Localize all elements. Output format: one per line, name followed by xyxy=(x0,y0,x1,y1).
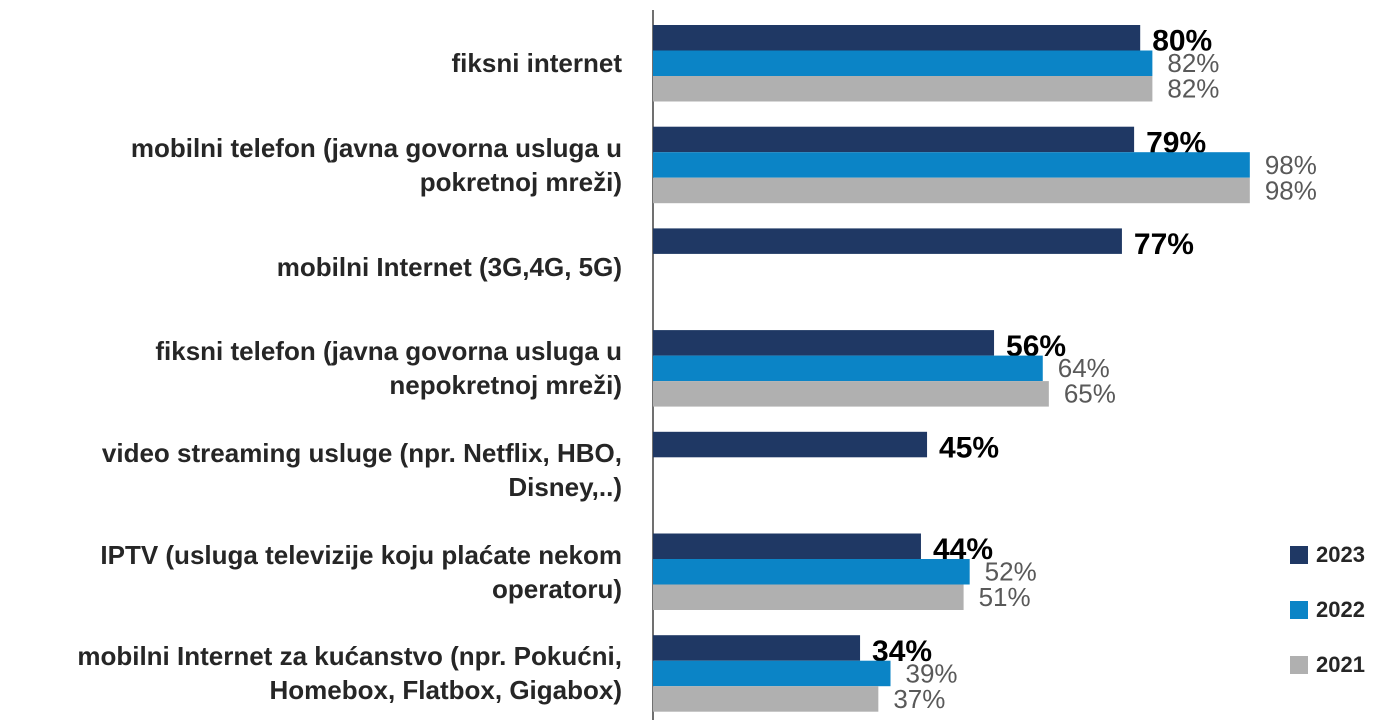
bar xyxy=(653,355,1043,382)
legend-label: 2022 xyxy=(1316,597,1365,622)
category-label: fiksni internet xyxy=(0,25,622,102)
bar xyxy=(653,50,1153,76)
data-label: 52% xyxy=(985,557,1037,587)
data-label: 39% xyxy=(906,658,958,688)
data-label: 98% xyxy=(1265,175,1317,205)
category-text: fiksni internet xyxy=(451,48,622,79)
category-text: mobilni Internet (3G,4G, 5G) xyxy=(276,251,622,282)
legend-label: 2023 xyxy=(1316,542,1365,567)
bar xyxy=(653,635,861,661)
category-text: IPTV (usluga televizije koju plaćate nek… xyxy=(100,539,622,604)
legend-swatch xyxy=(1290,546,1308,564)
category-text: mobilni telefon (javna govorna usluga u … xyxy=(130,132,622,197)
category-label: mobilni Internet za kućanstvo (npr. Poku… xyxy=(0,635,622,712)
bar xyxy=(653,76,1153,102)
bar xyxy=(653,126,1135,153)
data-label: 65% xyxy=(1064,379,1116,409)
data-label: 64% xyxy=(1058,353,1110,383)
category-label: mobilni telefon (javna govorna usluga u … xyxy=(0,127,622,204)
bar xyxy=(653,431,928,458)
category-label: IPTV (usluga televizije koju plaćate nek… xyxy=(0,534,622,611)
bar xyxy=(653,559,970,585)
bar xyxy=(653,330,995,356)
bar xyxy=(653,228,1122,254)
bar xyxy=(653,177,1250,204)
data-label: 82% xyxy=(1167,48,1219,78)
bar xyxy=(653,660,891,687)
data-label: 77% xyxy=(1134,228,1194,261)
category-text: mobilni Internet za kućanstvo (npr. Poku… xyxy=(77,641,622,706)
data-label: 51% xyxy=(979,582,1031,612)
legend-label: 2021 xyxy=(1316,652,1365,677)
category-label: video streaming usluge (npr. Netflix, HB… xyxy=(0,432,622,509)
data-label: 37% xyxy=(893,684,945,714)
category-text: fiksni telefon (javna govorna usluga u n… xyxy=(155,336,622,401)
data-label: 45% xyxy=(939,431,999,464)
data-label: 82% xyxy=(1167,74,1219,104)
category-label: mobilni Internet (3G,4G, 5G) xyxy=(0,228,622,305)
data-label: 80% xyxy=(1152,25,1212,58)
bar xyxy=(653,152,1250,178)
bar xyxy=(653,686,879,712)
category-text: video streaming usluge (npr. Netflix, HB… xyxy=(101,438,622,503)
category-label: fiksni telefon (javna govorna usluga u n… xyxy=(0,330,622,407)
legend-swatch xyxy=(1290,656,1308,674)
bar xyxy=(653,533,921,559)
bar xyxy=(653,25,1141,51)
legend-swatch xyxy=(1290,601,1308,619)
bar xyxy=(653,584,964,610)
data-label: 98% xyxy=(1265,150,1317,180)
bar xyxy=(653,381,1049,407)
